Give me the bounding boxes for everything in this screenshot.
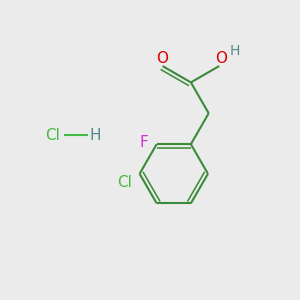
Text: O: O [215, 51, 227, 66]
Text: Cl: Cl [45, 128, 60, 142]
Text: H: H [89, 128, 101, 142]
Text: F: F [140, 135, 148, 150]
Text: Cl: Cl [117, 175, 132, 190]
Text: H: H [230, 44, 240, 58]
Text: O: O [157, 51, 169, 66]
